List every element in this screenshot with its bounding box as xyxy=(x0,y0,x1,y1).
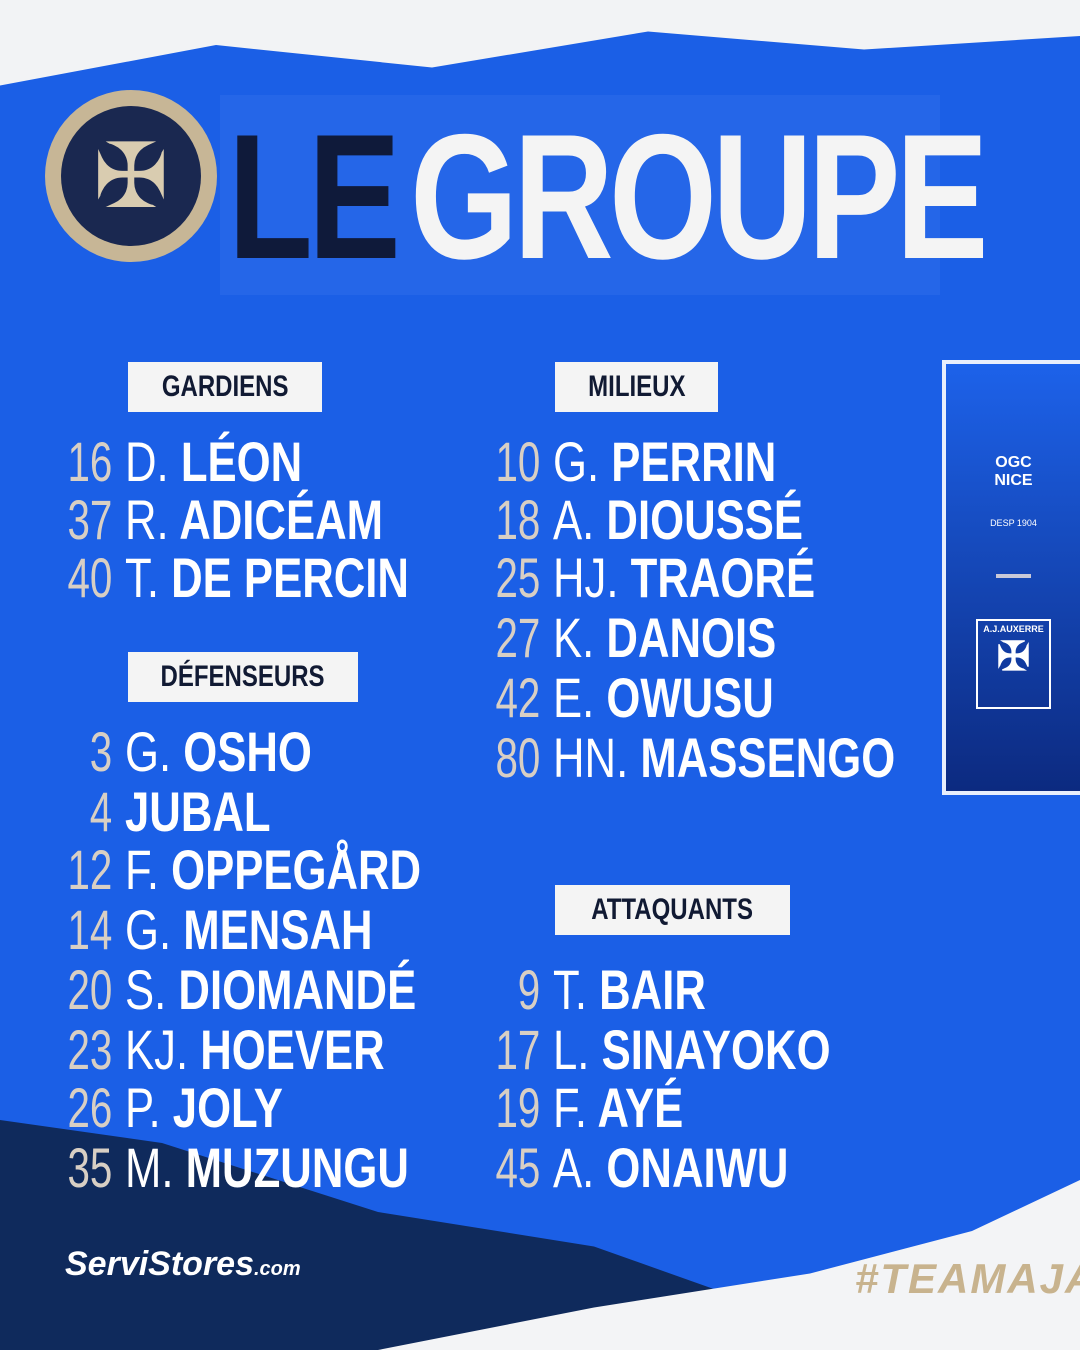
player-name: F. AYÉ xyxy=(553,1076,684,1139)
player-row: 35 M. MUZUNGU xyxy=(0,1138,1080,1198)
player-name: HJ. TRAORÉ xyxy=(553,546,816,609)
player-name: P. JOLY xyxy=(125,1076,283,1139)
player-row: 18 A. DIOUSSÉ xyxy=(0,490,1080,550)
player-row: 19 F. AYÉ xyxy=(0,1078,1080,1138)
player-row: 42 E. OWUSU xyxy=(0,668,1080,728)
title-backdrop xyxy=(220,95,940,295)
versus-dash xyxy=(996,574,1031,578)
player-name: T. DE PERCIN xyxy=(125,546,409,609)
section-label-milieux: MILIEUX xyxy=(555,362,718,412)
player-name: L. SINAYOKO xyxy=(553,1018,831,1081)
section-label-gardiens: GARDIENS xyxy=(128,362,322,412)
player-name: R. ADICÉAM xyxy=(125,488,384,551)
player-number: 20 xyxy=(67,958,112,1021)
section-label-defenseurs: DÉFENSEURS xyxy=(128,652,358,702)
player-name: G. OSHO xyxy=(125,720,312,783)
player-number: 27 xyxy=(495,606,540,669)
player-row: 12 F. OPPEGÅRD xyxy=(0,840,1080,900)
player-number: 35 xyxy=(67,1136,112,1199)
player-number: 23 xyxy=(67,1018,112,1081)
player-name: G. MENSAH xyxy=(125,898,373,961)
section-label-attaquants: ATTAQUANTS xyxy=(555,885,790,935)
player-row: 40 T. DE PERCIN xyxy=(0,548,1080,608)
torn-paper-top xyxy=(0,0,1080,86)
player-number: 4 xyxy=(89,780,112,843)
auxerre-cross-icon: ✠ xyxy=(61,106,201,246)
player-name: E. OWUSU xyxy=(553,666,774,729)
player-number: 9 xyxy=(517,958,540,1021)
player-name: M. MUZUNGU xyxy=(125,1136,409,1199)
player-row: 10 G. PERRIN xyxy=(0,432,1080,492)
player-number: 26 xyxy=(67,1076,112,1139)
player-row: 16 D. LÉON xyxy=(0,432,1080,492)
player-row: 26 P. JOLY xyxy=(0,1078,1080,1138)
player-row: 37 R. ADICÉAM xyxy=(0,490,1080,550)
player-row: 4 JUBAL xyxy=(0,782,1080,842)
player-number: 45 xyxy=(495,1136,540,1199)
player-number: 42 xyxy=(495,666,540,729)
player-row: 23 KJ. HOEVER xyxy=(0,1020,1080,1080)
player-name: KJ. HOEVER xyxy=(125,1018,385,1081)
player-name: F. OPPEGÅRD xyxy=(125,838,422,901)
player-name: D. LÉON xyxy=(125,430,303,493)
player-number: 3 xyxy=(89,720,112,783)
player-name: A. ONAIWU xyxy=(553,1136,789,1199)
player-row: 3 G. OSHO xyxy=(0,722,1080,782)
player-number: 40 xyxy=(67,546,112,609)
player-name: S. DIOMANDÉ xyxy=(125,958,417,1021)
player-number: 25 xyxy=(495,546,540,609)
match-panel: OGC NICE DESP 1904 A.J.AUXERRE ✠ xyxy=(942,360,1080,795)
player-number: 12 xyxy=(67,838,112,901)
player-number: 16 xyxy=(67,430,112,493)
player-name: K. DANOIS xyxy=(553,606,777,669)
player-number: 10 xyxy=(495,430,540,493)
player-number: 14 xyxy=(67,898,112,961)
player-number: 80 xyxy=(495,726,540,789)
player-name: T. BAIR xyxy=(553,958,706,1021)
player-number: 18 xyxy=(495,488,540,551)
player-row: 14 G. MENSAH xyxy=(0,900,1080,960)
sponsor-logo: ServiStores.com xyxy=(65,1245,301,1283)
player-name: A. DIOUSSÉ xyxy=(553,488,804,551)
player-row: 20 S. DIOMANDÉ xyxy=(0,960,1080,1020)
player-row: 27 K. DANOIS xyxy=(0,608,1080,668)
player-number: 37 xyxy=(67,488,112,551)
hashtag: #TEAMAJA xyxy=(855,1255,1080,1302)
player-row: 45 A. ONAIWU xyxy=(0,1138,1080,1198)
player-number: 17 xyxy=(495,1018,540,1081)
player-number: 19 xyxy=(495,1076,540,1139)
player-name: HN. MASSENGO xyxy=(553,726,896,789)
page-title: LEGROUPE xyxy=(228,97,988,296)
player-name: G. PERRIN xyxy=(553,430,777,493)
player-row: 25 HJ. TRAORÉ xyxy=(0,548,1080,608)
player-row: 80 HN. MASSENGO xyxy=(0,728,1080,788)
player-row: 9 T. BAIR xyxy=(0,960,1080,1020)
player-name: JUBAL xyxy=(125,780,271,843)
nice-crest: OGC NICE DESP 1904 xyxy=(990,454,1037,529)
player-row: 17 L. SINAYOKO xyxy=(0,1020,1080,1080)
auxerre-crest: A.J.AUXERRE ✠ xyxy=(976,619,1051,709)
club-logo: ✠ xyxy=(45,90,217,262)
